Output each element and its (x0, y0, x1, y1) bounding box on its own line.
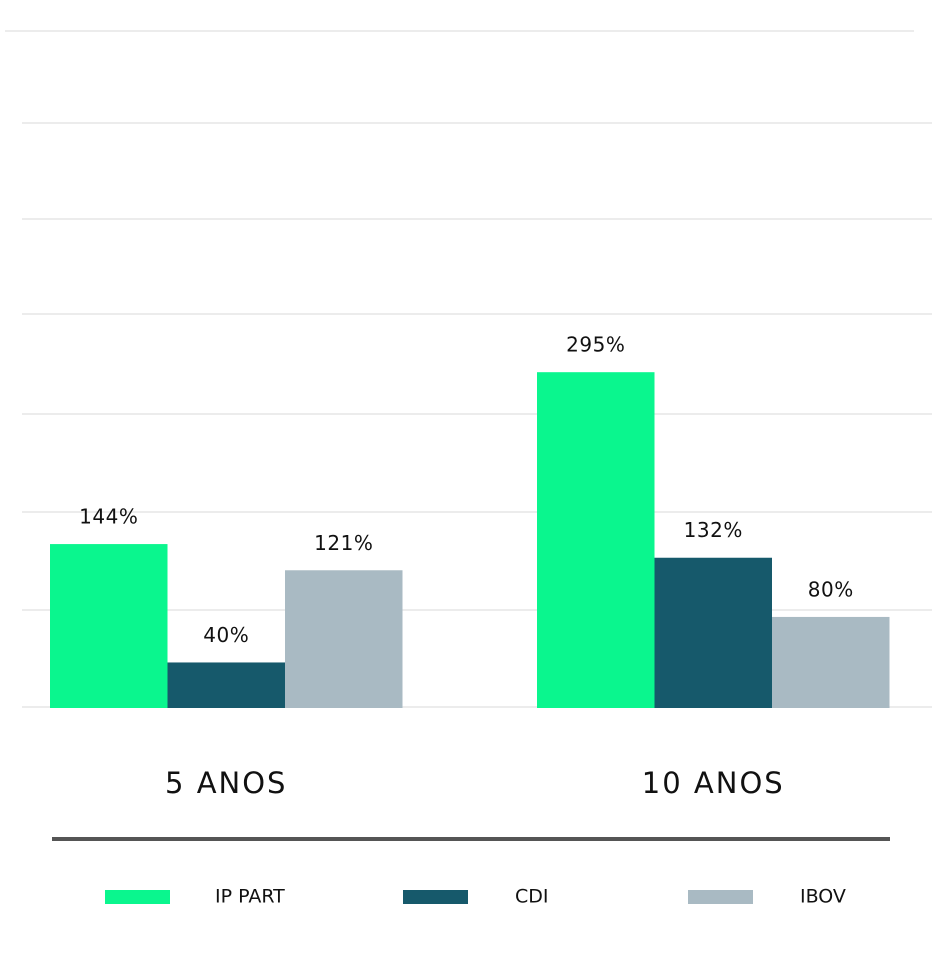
value-label: 80% (808, 577, 854, 601)
legend-label: IBOV (800, 886, 846, 908)
legend-label: IP PART (215, 886, 285, 908)
bar (167, 662, 285, 708)
value-label: 121% (314, 531, 373, 555)
bar (50, 544, 168, 708)
legend-swatch (688, 890, 753, 904)
value-label: 295% (566, 333, 625, 357)
value-label: 132% (684, 518, 743, 542)
bar (654, 557, 772, 708)
bar (537, 372, 655, 708)
category-label: 10 ANOS (642, 766, 785, 800)
legend-swatch (403, 890, 468, 904)
bar (285, 570, 403, 708)
value-label: 40% (203, 623, 249, 647)
category-label: 5 ANOS (165, 766, 287, 800)
legend-label: CDI (515, 886, 549, 908)
bar (772, 616, 890, 708)
legend-swatch (105, 890, 170, 904)
value-label: 144% (79, 505, 138, 529)
